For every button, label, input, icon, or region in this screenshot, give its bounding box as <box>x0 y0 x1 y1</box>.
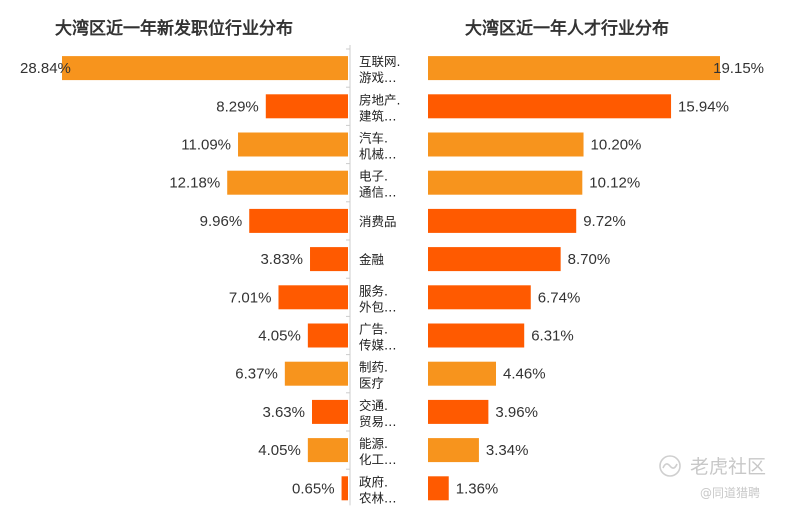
right-bar <box>428 132 584 157</box>
right-bar <box>428 323 525 348</box>
right-bar-label: 6.31% <box>531 328 574 345</box>
left-chart-title: 大湾区近一年新发职位行业分布 <box>55 19 293 39</box>
left-bar-label: 3.63% <box>262 404 305 421</box>
right-bar-label: 4.46% <box>503 366 546 383</box>
right-bar-label: 10.12% <box>589 175 640 192</box>
left-bar-label: 12.18% <box>169 175 220 192</box>
left-bar <box>238 132 348 157</box>
left-bar <box>62 56 348 81</box>
right-bar <box>428 285 531 310</box>
right-bar-label: 3.96% <box>495 404 538 421</box>
category-label-line: 广告. <box>359 322 388 337</box>
category-label: 金融 <box>359 252 385 267</box>
right-bar-label: 9.72% <box>583 213 626 230</box>
left-bar-label: 0.65% <box>292 480 335 497</box>
right-bar <box>428 208 577 233</box>
right-bar <box>428 247 561 272</box>
category-label: 服务.外包… <box>359 283 397 314</box>
right-bar-label: 1.36% <box>456 480 499 497</box>
category-label: 政府.农林… <box>359 474 397 505</box>
left-bar <box>341 476 348 501</box>
right-chart-title: 大湾区近一年人才行业分布 <box>465 19 669 39</box>
left-bar-label: 11.09% <box>181 137 231 154</box>
left-bar-label: 9.96% <box>200 213 243 230</box>
category-label-line: 外包… <box>359 299 397 314</box>
left-bar-label: 8.29% <box>216 98 259 115</box>
left-bar <box>227 170 348 195</box>
category-label-line: 政府. <box>359 474 388 489</box>
right-bar <box>428 476 449 501</box>
left-bar-label: 28.84% <box>20 60 71 77</box>
left-bar <box>249 208 348 233</box>
right-bar-label: 15.94% <box>678 98 729 115</box>
right-bar <box>428 399 489 424</box>
left-bar-label: 4.05% <box>258 328 301 345</box>
left-bar-label: 3.83% <box>260 251 303 268</box>
category-label-line: 金融 <box>359 252 385 267</box>
category-label-line: 能源. <box>359 436 388 451</box>
category-label-line: 制药. <box>359 360 388 375</box>
watermark: 老虎社区 @同道猎聘 <box>659 455 766 500</box>
category-label-line: 农林… <box>359 490 397 505</box>
category-label-line: 化工… <box>359 452 397 467</box>
left-bar-label: 6.37% <box>235 366 278 383</box>
right-bar-label: 6.74% <box>538 289 581 306</box>
category-label: 制药.医疗 <box>359 360 388 391</box>
category-label-line: 医疗 <box>359 376 384 391</box>
right-bar <box>428 361 497 386</box>
category-label-line: 通信… <box>359 185 397 200</box>
watermark-handle: @同道猎聘 <box>700 486 760 500</box>
category-label-line: 电子. <box>359 169 388 184</box>
tiger-logo-icon <box>659 455 681 477</box>
category-label-line: 服务. <box>359 283 388 298</box>
category-label-line: 建筑… <box>359 108 397 123</box>
left-bar <box>265 94 348 119</box>
right-bar-label: 10.20% <box>591 137 642 154</box>
category-label: 电子.通信… <box>359 169 397 200</box>
left-bar <box>312 399 348 424</box>
category-label-line: 机械… <box>359 147 397 162</box>
left-bar-label: 4.05% <box>258 442 301 459</box>
watermark-brand: 老虎社区 <box>690 456 766 478</box>
left-bar <box>307 438 348 463</box>
left-bar <box>307 323 348 348</box>
right-bar <box>428 438 479 463</box>
left-bar-group: 28.84% 8.29% 11.09% 12.18% 9.96% 3.83% 7.01% 4.… <box>20 56 348 501</box>
left-bar <box>310 247 348 272</box>
right-bar-label: 3.34% <box>486 442 529 459</box>
right-bar-label: 19.15% <box>713 60 764 77</box>
category-label: 能源.化工… <box>359 436 397 467</box>
category-label: 广告.传媒… <box>359 322 397 353</box>
left-bar-label: 7.01% <box>229 289 272 306</box>
right-bar <box>428 170 583 195</box>
right-bar <box>428 56 720 81</box>
category-label: 房地产.建筑… <box>359 92 400 123</box>
left-bar <box>284 361 348 386</box>
category-label-line: 游戏… <box>359 70 397 85</box>
category-label-line: 交通. <box>359 398 388 413</box>
category-label: 消费品 <box>359 214 397 229</box>
right-bar-group: 19.15% 15.94% 10.20% 10.12% 9.72% 8.70% 6.74% 6… <box>428 56 764 501</box>
category-label: 互联网.游戏… <box>359 54 400 85</box>
category-label: 交通.贸易… <box>359 398 397 429</box>
category-label-line: 贸易… <box>359 414 397 429</box>
category-label-line: 传媒… <box>359 338 397 353</box>
left-bar <box>278 285 348 310</box>
right-bar <box>428 94 672 119</box>
category-label-line: 互联网. <box>359 54 400 69</box>
category-label-line: 房地产. <box>359 92 400 107</box>
right-bar-label: 8.70% <box>568 251 611 268</box>
category-label: 汽车.机械… <box>359 131 397 162</box>
category-label-line: 汽车. <box>359 131 388 146</box>
category-label-line: 消费品 <box>359 214 397 229</box>
